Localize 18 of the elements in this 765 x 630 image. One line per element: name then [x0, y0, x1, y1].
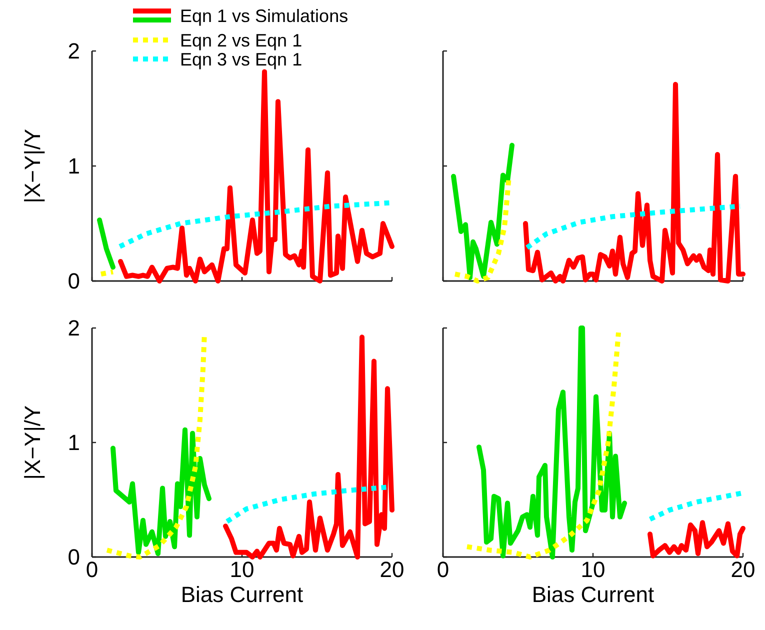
legend-label: Eqn 3 vs Eqn 1 [180, 49, 302, 70]
y-tick-label: 2 [68, 38, 80, 64]
x-tick-label: 0 [86, 557, 98, 582]
x-axis-title: Bias Current [532, 582, 654, 607]
x-tick-label: 20 [730, 557, 756, 582]
x-tick-label: 10 [230, 557, 254, 582]
y-tick-label: 0 [68, 268, 80, 294]
y-tick-label: 2 [68, 316, 80, 341]
y-tick-label: 1 [68, 154, 80, 179]
legend-label: Eqn 1 vs Simulations [180, 6, 348, 26]
y-axis-title: |X−Y|/Y [20, 128, 45, 204]
x-tick-label: 10 [580, 557, 606, 582]
x-tick-label: 20 [380, 557, 404, 582]
y-axis-title: |X−Y|/Y [20, 404, 45, 480]
x-axis-title: Bias Current [180, 582, 304, 607]
y-tick-label: 1 [68, 430, 80, 456]
x-tick-label: 0 [436, 557, 450, 582]
legend-label: Eqn 2 vs Eqn 1 [180, 30, 302, 50]
